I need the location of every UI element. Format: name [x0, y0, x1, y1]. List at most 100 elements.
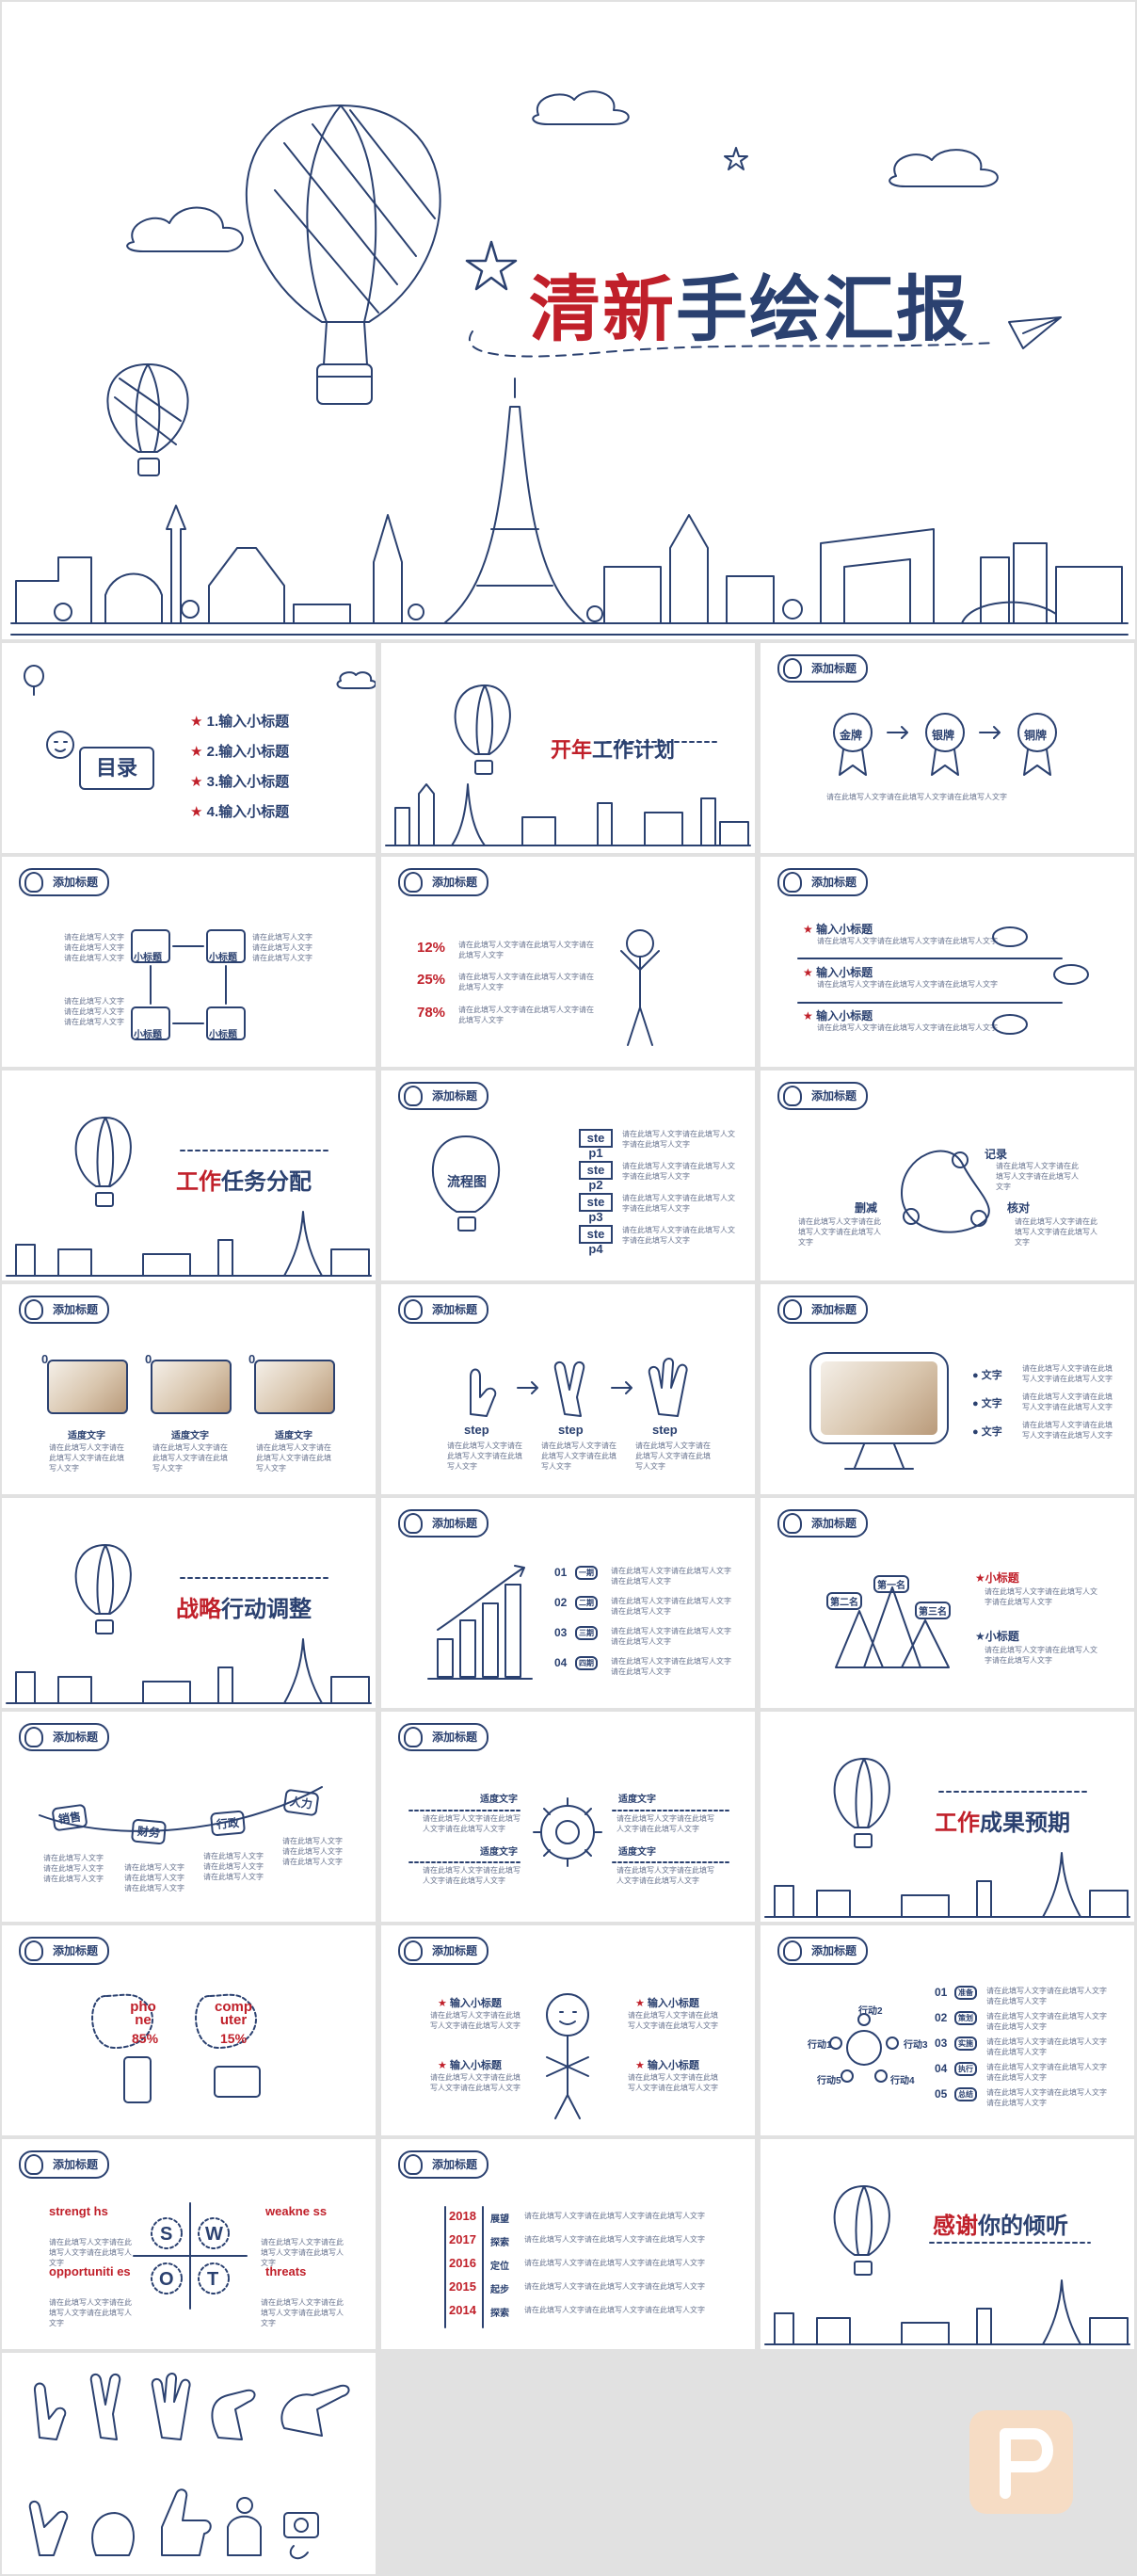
- slide-sheep[interactable]: 添加标题 ★ 输入小标题 ★ 输入小标题 ★ 输入小标题 请在此填写人文字请在此…: [761, 857, 1134, 1067]
- podium-side: ★小标题: [975, 1571, 1019, 1585]
- swot-desc: 请在此填写人文字请在此填写人文字请在此填写人文字: [49, 2298, 132, 2327]
- device-computer-value: 15%: [220, 2031, 248, 2046]
- action-num: 02: [935, 2011, 948, 2024]
- slide-devices[interactable]: 添加标题 pho ne 85% comp uter 15%: [2, 1925, 376, 2135]
- stat-value: 78%: [417, 1005, 446, 1021]
- toc-list: ★ 1.输入小标题 ★ 2.输入小标题 ★ 3.输入小标题 ★ 4.输入小标题: [190, 711, 289, 821]
- slide-hand-icons[interactable]: [2, 2353, 376, 2574]
- toc-item[interactable]: ★ 1.输入小标题: [190, 714, 290, 730]
- flow-desc: 请在此填写人文字请在此填写人文字请在此填写人文字: [622, 1194, 735, 1213]
- step-label: step: [652, 1423, 678, 1437]
- photo-num: 0: [145, 1352, 152, 1366]
- slide-tag: 添加标题: [777, 868, 869, 896]
- swot-letter: S: [160, 2224, 173, 2245]
- slide-stats[interactable]: 添加标题 12% 25% 78% 请在此填写人文字请在此填写人文字请在此填写人文…: [381, 857, 755, 1067]
- action-num: 03: [935, 2037, 948, 2050]
- flow-step: ste p1: [579, 1129, 613, 1160]
- slide-medals[interactable]: 添加标题 金牌 银牌 铜牌 请在此填写人文字请在此填写人文字请在此填写人文字: [761, 643, 1134, 853]
- slide-swot[interactable]: 添加标题 S W O T strengt hs weakne ss opport…: [2, 2139, 376, 2349]
- monitor-desc: 请在此填写人文字请在此填写人文字请在此填写人文字: [1022, 1393, 1113, 1411]
- action-cycle-icon: [829, 2013, 899, 2083]
- triangle-desc: 请在此填写人文字请在此填写人文字请在此填写人文字: [996, 1162, 1079, 1191]
- section-title: 战略行动调整: [176, 1597, 312, 1622]
- swot-letter: O: [159, 2269, 174, 2290]
- toc-item[interactable]: ★ 3.输入小标题: [190, 774, 290, 790]
- toc-illustration: [24, 665, 376, 759]
- bar-desc: 请在此填写人文字请在此填写人文字请在此填写人文字: [611, 1567, 731, 1586]
- slide-kitten-monitor[interactable]: 添加标题 ● 文字 ● 文字 ● 文字 请在此填写人文字请在此填写人文字请在此填…: [761, 1284, 1134, 1494]
- timeline-year: 2017: [449, 2232, 476, 2246]
- slide-section-plan[interactable]: 开年工作计划: [381, 643, 755, 853]
- slide-flow[interactable]: 添加标题 流程图 ste p1 ste p2 ste p3 ste p4 请在此…: [381, 1071, 755, 1280]
- slide-section-result[interactable]: 工作成果预期: [761, 1712, 1134, 1922]
- podium-first: 第一名: [873, 1575, 909, 1593]
- kitten-photo: [254, 1360, 335, 1414]
- action-tag: 执行: [954, 2062, 977, 2076]
- slide-rope[interactable]: 添加标题 销售 财务 行政 人力 请在此填写人文字请在此填写人文字请在此填写人文…: [2, 1712, 376, 1922]
- slide-actions[interactable]: 添加标题 行动2 行动1 行动3 行动5 行动4 01 02 03 04 05 …: [761, 1925, 1134, 2135]
- rope-card: 销售: [51, 1803, 88, 1832]
- slide-tag: 添加标题: [777, 1509, 869, 1538]
- flow-desc: 请在此填写人文字请在此填写人文字请在此填写人文字: [622, 1226, 735, 1245]
- swot-desc: 请在此填写人文字请在此填写人文字请在此填写人文字: [261, 2238, 344, 2267]
- swot-label: weakne ss: [265, 2204, 328, 2218]
- monitor-desc: 请在此填写人文字请在此填写人文字请在此填写人文字: [1022, 1364, 1113, 1383]
- timeline-desc: 请在此填写人文字请在此填写人文字请在此填写人文字: [524, 2235, 705, 2244]
- slide-tag: 添加标题: [19, 1937, 110, 1965]
- slide-photos[interactable]: 添加标题 0 0 0 适度文字 适度文字 适度文字 请在此填写人文字请在此填写人…: [2, 1284, 376, 1494]
- bar-desc: 请在此填写人文字请在此填写人文字请在此填写人文字: [611, 1597, 731, 1616]
- toc-item[interactable]: ★ 2.输入小标题: [190, 744, 290, 760]
- action-desc: 请在此填写人文字请在此填写人文字请在此填写人文字: [986, 2037, 1107, 2056]
- step-desc: 请在此填写人文字请在此填写人文字请在此填写人文字: [635, 1441, 711, 1471]
- photo-label: 适度文字: [275, 1431, 312, 1441]
- bar-desc: 请在此填写人文字请在此填写人文字请在此填写人文字: [611, 1657, 731, 1676]
- slide-bars[interactable]: 添加标题 01 02 03 04 一期 二期 三期 四期 请在此填写人文字请在此…: [381, 1498, 755, 1708]
- step-desc: 请在此填写人文字请在此填写人文字请在此填写人文字: [541, 1441, 617, 1471]
- slide-thanks[interactable]: 感谢你的倾听: [761, 2139, 1134, 2349]
- hand-gesture-icon: [470, 1358, 688, 1417]
- device-phone-value: 85%: [132, 2031, 159, 2046]
- slide-cycle[interactable]: 添加标题 小标题 小标题 小标题 小标题 请在此填写人文字请在此填写人文字请在此…: [2, 857, 376, 1067]
- logo-p-icon: [1000, 2428, 1053, 2499]
- slide-gear[interactable]: 添加标题 适度文字 适度文字 适度文字 适度文字 请在此填写人文字请在此填写人文…: [381, 1712, 755, 1922]
- slide-triangle[interactable]: 添加标题 记录 删减 核对 请在此填写人文字请在此填写人文字请在此填写人文字 请…: [761, 1071, 1134, 1280]
- slide-hands[interactable]: 添加标题 step step step 请在此填写人文字请在此填写人文字请在此填…: [381, 1284, 755, 1494]
- medal-desc: 请在此填写人文字请在此填写人文字请在此填写人文字: [826, 793, 1007, 801]
- timeline-tag: 探索: [490, 2309, 509, 2319]
- timeline-year: 2016: [449, 2256, 476, 2270]
- person-desc: 请在此填写人文字请在此填写人文字请在此填写人文字: [430, 2073, 520, 2092]
- gear-desc: 请在此填写人文字请在此填写人文字请在此填写人文字: [617, 1814, 714, 1833]
- slide-person[interactable]: 添加标题 ★ 输入小标题 ★ 输入小标题 ★ 输入小标题 ★ 输入小标题 请在此…: [381, 1925, 755, 2135]
- section-illustration: [6, 1117, 372, 1277]
- photo-label: 适度文字: [68, 1431, 105, 1441]
- kitten-photo: [821, 1361, 937, 1435]
- section-illustration: [764, 2185, 1130, 2345]
- photo-desc: 请在此填写人文字请在此填写人文字请在此填写人文字: [152, 1443, 228, 1473]
- podium-second: 第二名: [826, 1592, 862, 1610]
- slide-tag: 添加标题: [777, 1296, 869, 1324]
- timeline-year: 2015: [449, 2279, 476, 2294]
- action-label: 行动1: [808, 2040, 832, 2051]
- flow-step: ste p2: [579, 1161, 613, 1192]
- slide-tag: 添加标题: [777, 1937, 869, 1965]
- slide-tag: 添加标题: [398, 1509, 489, 1538]
- section-illustration: [764, 1758, 1130, 1918]
- cover-slide[interactable]: 清新手绘汇报: [2, 2, 1135, 639]
- slide-section-task[interactable]: 工作任务分配: [2, 1071, 376, 1280]
- person-desc: 请在此填写人文字请在此填写人文字请在此填写人文字: [628, 2011, 718, 2030]
- section-title: 开年工作计划: [551, 738, 676, 762]
- balloon-diagram-icon: [431, 1135, 501, 1232]
- person-item: ★ 输入小标题: [635, 2060, 699, 2071]
- slide-tag: 添加标题: [19, 1723, 110, 1751]
- slide-podium[interactable]: 添加标题 第一名 第二名 第三名 ★小标题 ★小标题 请在此填写人文字请在此填写…: [761, 1498, 1134, 1708]
- swot-desc: 请在此填写人文字请在此填写人文字请在此填写人文字: [49, 2238, 132, 2267]
- photo-label: 适度文字: [171, 1431, 209, 1441]
- slide-timeline[interactable]: 添加标题 2018 2017 2016 2015 2014 展望 探索 定位 起…: [381, 2139, 755, 2349]
- toc-item[interactable]: ★ 4.输入小标题: [190, 804, 290, 820]
- slide-section-strategy[interactable]: 战略行动调整: [2, 1498, 376, 1708]
- bar-tag: 三期: [575, 1626, 598, 1640]
- step-desc: 请在此填写人文字请在此填写人文字请在此填写人文字: [447, 1441, 522, 1471]
- slide-toc[interactable]: 目录 ★ 1.输入小标题 ★ 2.输入小标题 ★ 3.输入小标题 ★ 4.输入小…: [2, 643, 376, 853]
- action-desc: 请在此填写人文字请在此填写人文字请在此填写人文字: [986, 2012, 1107, 2031]
- monitor-item: ● 文字: [972, 1398, 1002, 1409]
